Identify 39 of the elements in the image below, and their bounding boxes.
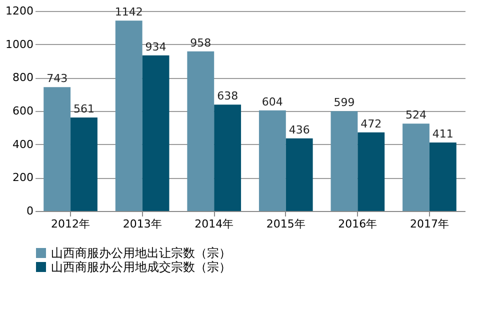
data-label: 958: [190, 36, 212, 50]
x-tick-label: 2012年: [51, 218, 90, 230]
y-tick-label: 800: [12, 71, 34, 84]
y-tick-label: 600: [12, 104, 34, 118]
data-label: 934: [145, 40, 166, 54]
x-tick-label: 2013年: [122, 218, 162, 230]
bar: [358, 132, 385, 211]
bar: [44, 87, 71, 211]
data-label: 604: [262, 95, 283, 108]
x-tick-label: 2016年: [338, 218, 378, 230]
bar: [402, 124, 430, 211]
data-label: 743: [46, 72, 68, 86]
bar: [142, 55, 170, 211]
data-label: 524: [406, 108, 427, 122]
bar: [330, 111, 358, 211]
bar: [286, 138, 313, 211]
bar: [115, 20, 142, 211]
bar: [70, 118, 98, 211]
x-tick-label: 2017年: [410, 218, 449, 230]
legend-label: 山西商服办公用地出让宗数（宗）: [51, 246, 231, 260]
data-label: 561: [73, 102, 94, 116]
data-label: 638: [217, 90, 238, 103]
bar: [214, 104, 242, 211]
data-label: 436: [288, 123, 310, 136]
x-tick-label: 2015年: [266, 218, 306, 230]
legend-label: 山西商服办公用地成交宗数（宗）: [51, 260, 231, 274]
data-label: 1142: [114, 6, 143, 19]
y-tick-label: 400: [12, 138, 34, 151]
bar: [258, 110, 286, 211]
y-tick-label: 1000: [6, 38, 34, 51]
y-tick-label: 1200: [6, 4, 34, 18]
bar: [429, 142, 456, 211]
data-label: 411: [432, 128, 454, 140]
bar: [187, 51, 214, 211]
y-tick-label: 200: [12, 171, 34, 184]
data-label: 472: [360, 117, 382, 130]
y-tick-label: 0: [26, 204, 34, 218]
data-label: 599: [334, 96, 355, 110]
x-tick-label: 2014年: [194, 218, 234, 230]
